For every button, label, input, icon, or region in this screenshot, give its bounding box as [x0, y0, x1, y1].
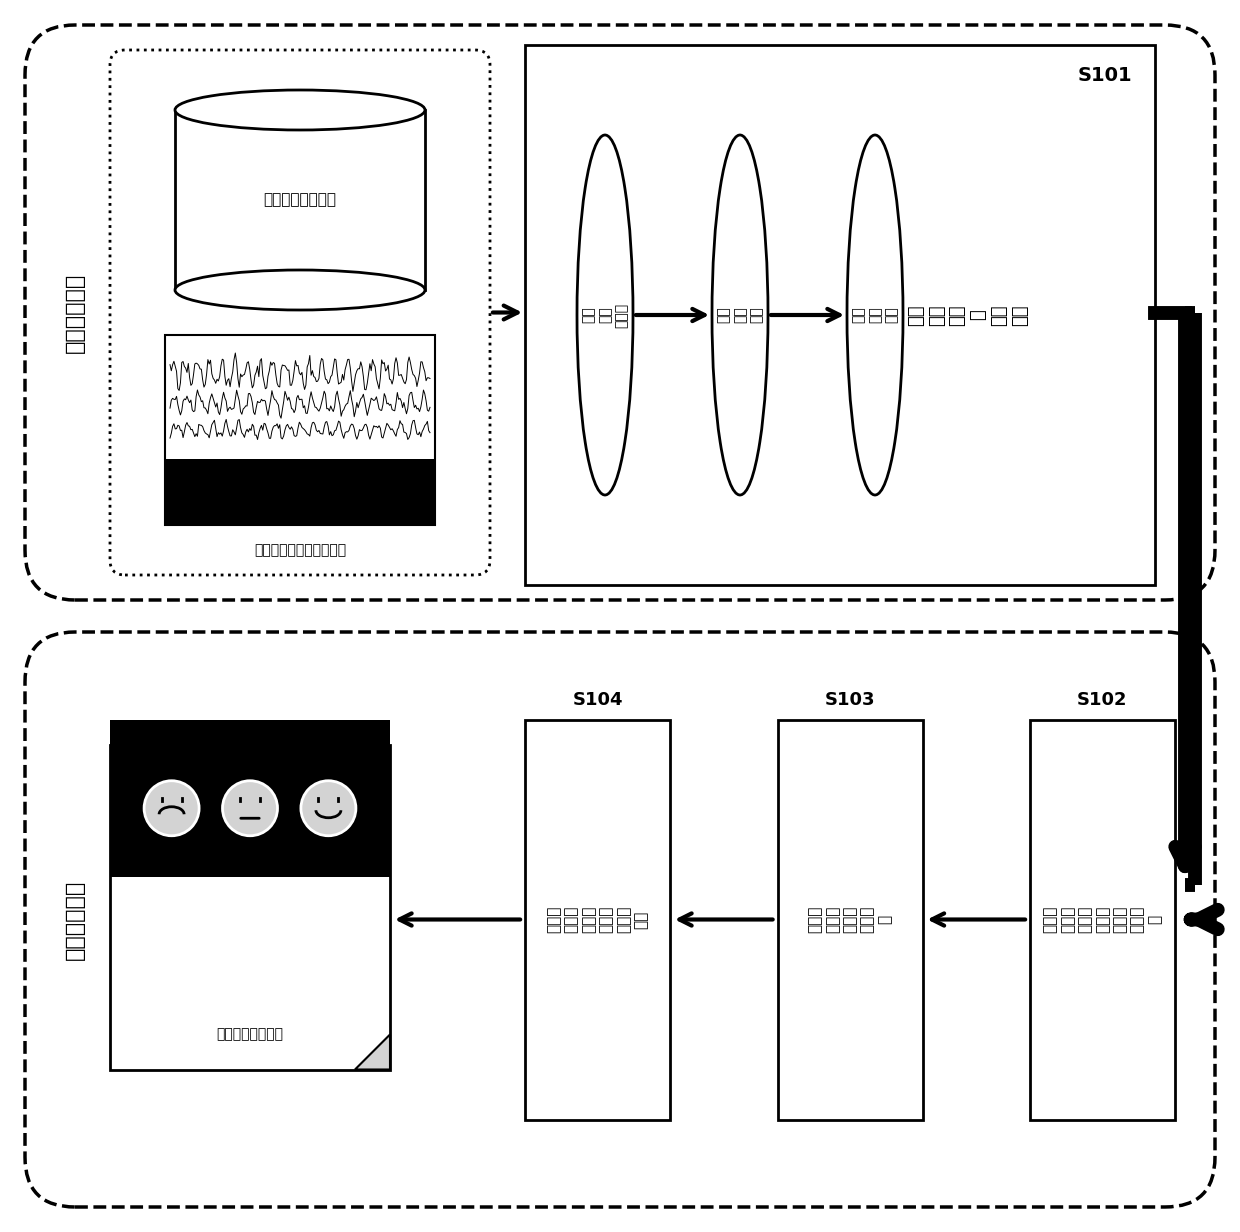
- Text: S102: S102: [1078, 690, 1127, 708]
- Text: 脑电情感识别结果: 脑电情感识别结果: [217, 1027, 284, 1041]
- Text: 脑电处理过程: 脑电处理过程: [64, 272, 86, 352]
- Bar: [525, 719, 670, 1120]
- Bar: [175, 110, 425, 290]
- Text: 脑电
特征
提取: 脑电 特征 提取: [717, 307, 763, 323]
- Text: 原始情感脑电数据: 原始情感脑电数据: [263, 192, 336, 207]
- Text: S101: S101: [1078, 65, 1132, 85]
- Text: 基于评
估准则
选择最
优分类
器: 基于评 估准则 选择最 优分类 器: [807, 906, 893, 933]
- Bar: [525, 46, 1154, 585]
- Ellipse shape: [144, 781, 200, 835]
- Bar: [1030, 719, 1176, 1120]
- Ellipse shape: [222, 781, 278, 835]
- Text: 脑电
数据
预处理: 脑电 数据 预处理: [582, 302, 629, 328]
- Polygon shape: [355, 1035, 391, 1069]
- Bar: [165, 458, 435, 525]
- Bar: [777, 719, 923, 1120]
- Ellipse shape: [847, 136, 903, 495]
- Text: 脑电
通道
选择: 脑电 通道 选择: [852, 307, 898, 323]
- Text: S103: S103: [825, 690, 875, 708]
- Bar: [110, 719, 391, 877]
- Ellipse shape: [175, 270, 425, 310]
- Text: S104: S104: [572, 690, 622, 708]
- Text: 基于通
道划分
和特征
选择集
成生成
基分类
器: 基于通 道划分 和特征 选择集 成生成 基分类 器: [1043, 906, 1162, 933]
- Ellipse shape: [301, 781, 356, 835]
- Bar: [165, 335, 435, 525]
- Bar: [110, 744, 391, 1069]
- Ellipse shape: [712, 136, 768, 495]
- Text: 情感
脑电
数据
的
分析
处理: 情感 脑电 数据 的 分析 处理: [906, 304, 1029, 325]
- Ellipse shape: [577, 136, 632, 495]
- Text: 基于加
权投票
法构建
多分类
器融合
模型: 基于加 权投票 法构建 多分类 器融合 模型: [547, 906, 649, 933]
- Text: 情感诱发与脑电信号采集: 情感诱发与脑电信号采集: [254, 543, 346, 557]
- Text: 情感识别过程: 情感识别过程: [64, 880, 86, 960]
- Ellipse shape: [175, 90, 425, 131]
